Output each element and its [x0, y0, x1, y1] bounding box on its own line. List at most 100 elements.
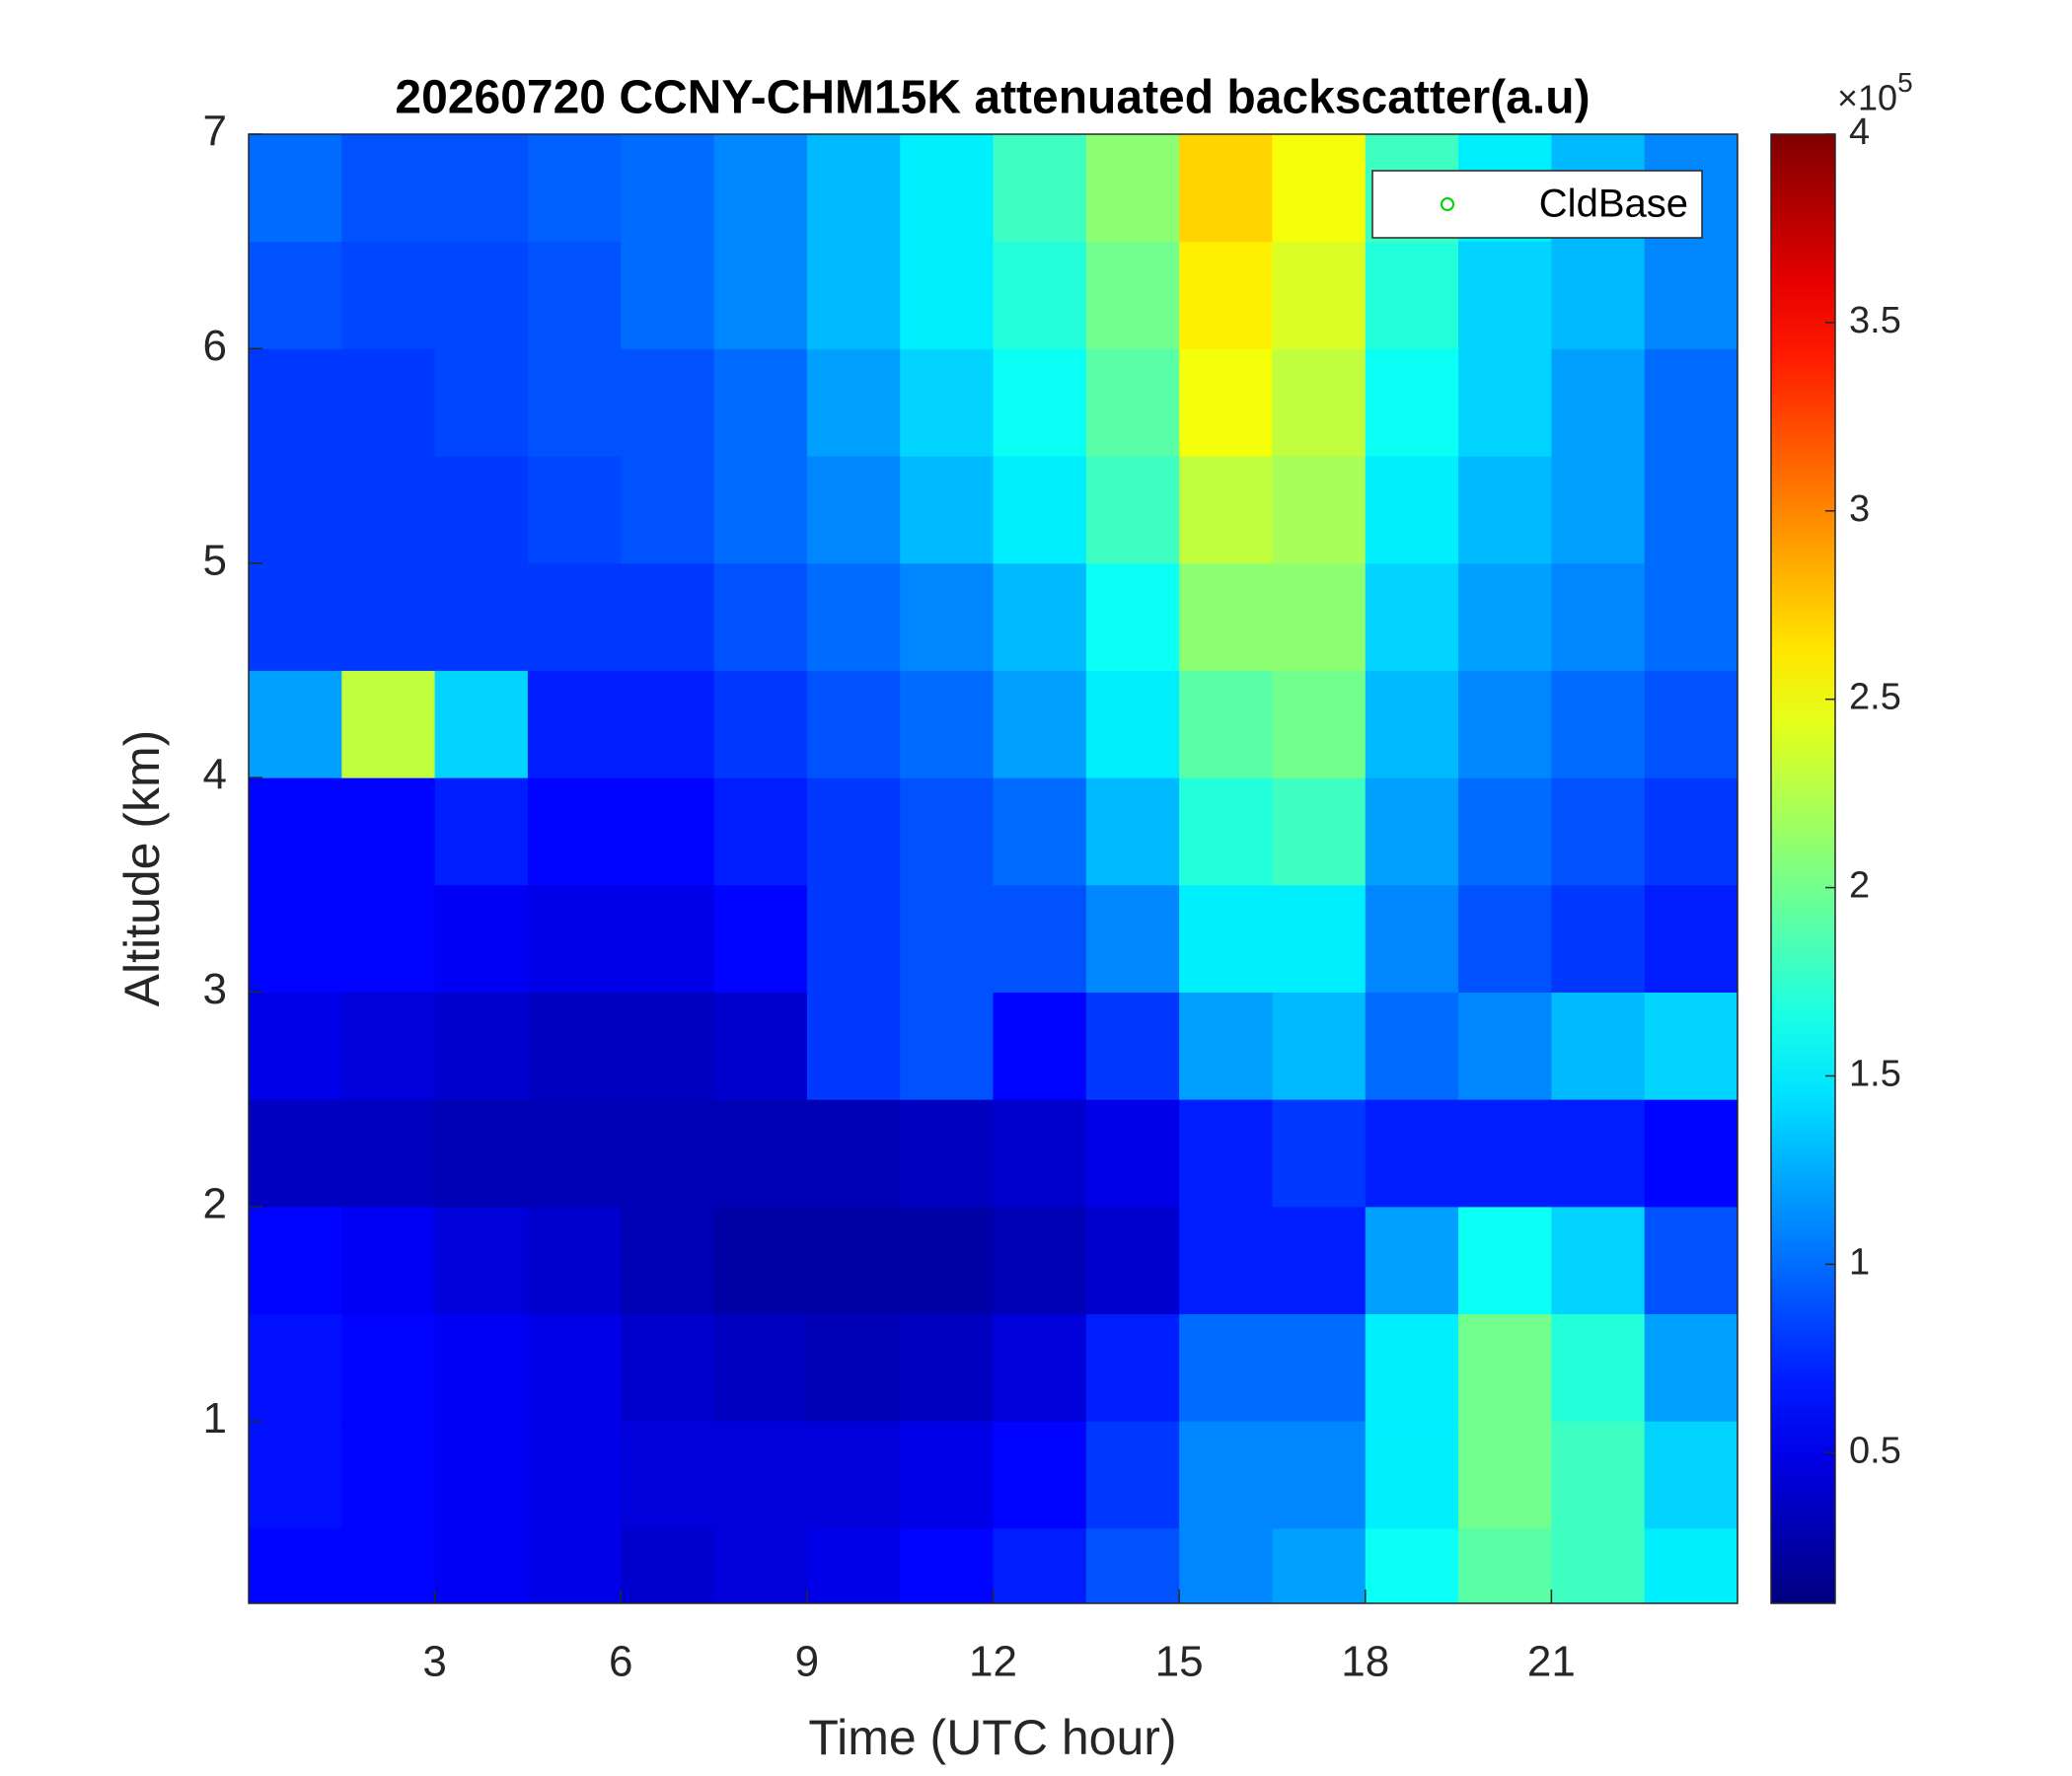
heatmap-cell: [806, 456, 901, 564]
heatmap-cell: [713, 777, 808, 886]
heatmap-cell: [1644, 241, 1739, 349]
heatmap-cell: [1179, 241, 1273, 349]
heatmap-cell: [1272, 456, 1367, 564]
heatmap-cell: [713, 562, 808, 671]
heatmap-cell: [1365, 1206, 1459, 1315]
heatmap-cell: [1644, 1313, 1739, 1422]
heatmap-cell: [1458, 348, 1552, 457]
heatmap-cell: [1365, 348, 1459, 457]
heatmap-cell: [1179, 670, 1273, 778]
heatmap-cell: [1644, 884, 1739, 993]
heatmap-cell: [806, 992, 901, 1100]
heatmap-cell: [993, 1099, 1087, 1208]
heatmap-cell: [1458, 562, 1552, 671]
heatmap-cell: [900, 348, 994, 457]
colorbar-exponent: 5: [1897, 67, 1913, 98]
heatmap-cell: [1179, 134, 1273, 243]
heatmap-cell: [527, 777, 622, 886]
heatmap-cell: [1365, 1527, 1459, 1604]
heatmap-cell: [434, 884, 529, 993]
heatmap-cell: [1551, 777, 1646, 886]
heatmap-cell: [900, 1527, 994, 1604]
heatmap-cell: [341, 1313, 436, 1422]
y-axis-label: Altitude (km): [114, 730, 170, 1007]
heatmap-cell: [1551, 241, 1646, 349]
heatmap-cell: [993, 241, 1087, 349]
heatmap-cell: [1085, 134, 1180, 243]
heatmap-cell: [1179, 562, 1273, 671]
heatmap-cell: [621, 992, 715, 1100]
heatmap-cell: [1365, 1099, 1459, 1208]
heatmap-cell: [527, 348, 622, 457]
x-tick-label: 6: [609, 1638, 632, 1686]
y-tick-label: 7: [203, 108, 227, 156]
heatmap-cell: [434, 1421, 529, 1529]
heatmap-cell: [527, 1099, 622, 1208]
heatmap-cell: [993, 1421, 1087, 1529]
heatmap-cell: [713, 456, 808, 564]
heatmap-cell: [434, 1206, 529, 1315]
heatmap-cell: [249, 348, 342, 457]
heatmap-cell: [527, 241, 622, 349]
heatmap-cell: [713, 1527, 808, 1604]
heatmap-cell: [900, 241, 994, 349]
heatmap-cell: [713, 348, 808, 457]
heatmap-cell: [1458, 670, 1552, 778]
heatmap-cell: [1458, 884, 1552, 993]
heatmap-cell: [1365, 884, 1459, 993]
colorbar-tick-label: 2: [1849, 865, 1870, 907]
legend-label: CldBase: [1539, 183, 1688, 226]
heatmap-cell: [1085, 992, 1180, 1100]
heatmap-cell: [713, 1421, 808, 1529]
heatmap-cell: [249, 1206, 342, 1315]
heatmap-cell: [993, 884, 1087, 993]
heatmap-cell: [900, 1421, 994, 1529]
heatmap-cell: [249, 670, 342, 778]
heatmap-cell: [434, 1527, 529, 1604]
heatmap-cell: [900, 562, 994, 671]
heatmap-cell: [1644, 1527, 1739, 1604]
heatmap-cell: [1272, 1099, 1367, 1208]
heatmap-cell: [1644, 348, 1739, 457]
heatmap-cell: [1085, 456, 1180, 564]
heatmap-cell: [527, 562, 622, 671]
heatmap-cell: [1179, 1527, 1273, 1604]
colorbar-tick-label: 2.5: [1849, 677, 1901, 718]
heatmap-cell: [1644, 1206, 1739, 1315]
heatmap-cell: [1458, 777, 1552, 886]
heatmap-cell: [1551, 670, 1646, 778]
heatmap-cell: [621, 134, 715, 243]
heatmap-cell: [434, 992, 529, 1100]
heatmap-cell: [527, 1206, 622, 1315]
heatmap-cell: [1179, 348, 1273, 457]
heatmap-cell: [993, 348, 1087, 457]
y-tick-label: 5: [203, 536, 227, 584]
heatmap-cell: [1551, 456, 1646, 564]
heatmap-cell: [1179, 1421, 1273, 1529]
heatmap-cell: [434, 241, 529, 349]
heatmap-cell: [527, 992, 622, 1100]
colorbar-tick-label: 4: [1849, 111, 1870, 153]
heatmap-cell: [1551, 348, 1646, 457]
heatmap-cell: [1179, 992, 1273, 1100]
heatmap-cell: [1085, 348, 1180, 457]
heatmap-cell: [249, 241, 342, 349]
heatmap-cell: [1365, 670, 1459, 778]
x-tick-label: 15: [1155, 1638, 1204, 1686]
heatmap-cell: [900, 456, 994, 564]
heatmap-cell: [621, 1313, 715, 1422]
heatmap-cell: [1272, 134, 1367, 243]
heatmap-cell: [993, 562, 1087, 671]
heatmap-cell: [900, 134, 994, 243]
heatmap-cell: [527, 1421, 622, 1529]
heatmap-cell: [1179, 1099, 1273, 1208]
heatmap-cell: [713, 1206, 808, 1315]
heatmap-cell: [900, 1313, 994, 1422]
heatmap-cell: [806, 1527, 901, 1604]
heatmap-cell: [1085, 1527, 1180, 1604]
heatmap-cell: [249, 134, 342, 243]
heatmap-cell: [1551, 1313, 1646, 1422]
heatmap-cell: [249, 992, 342, 1100]
heatmap-cell: [1085, 777, 1180, 886]
heatmap-cell: [1179, 1206, 1273, 1315]
